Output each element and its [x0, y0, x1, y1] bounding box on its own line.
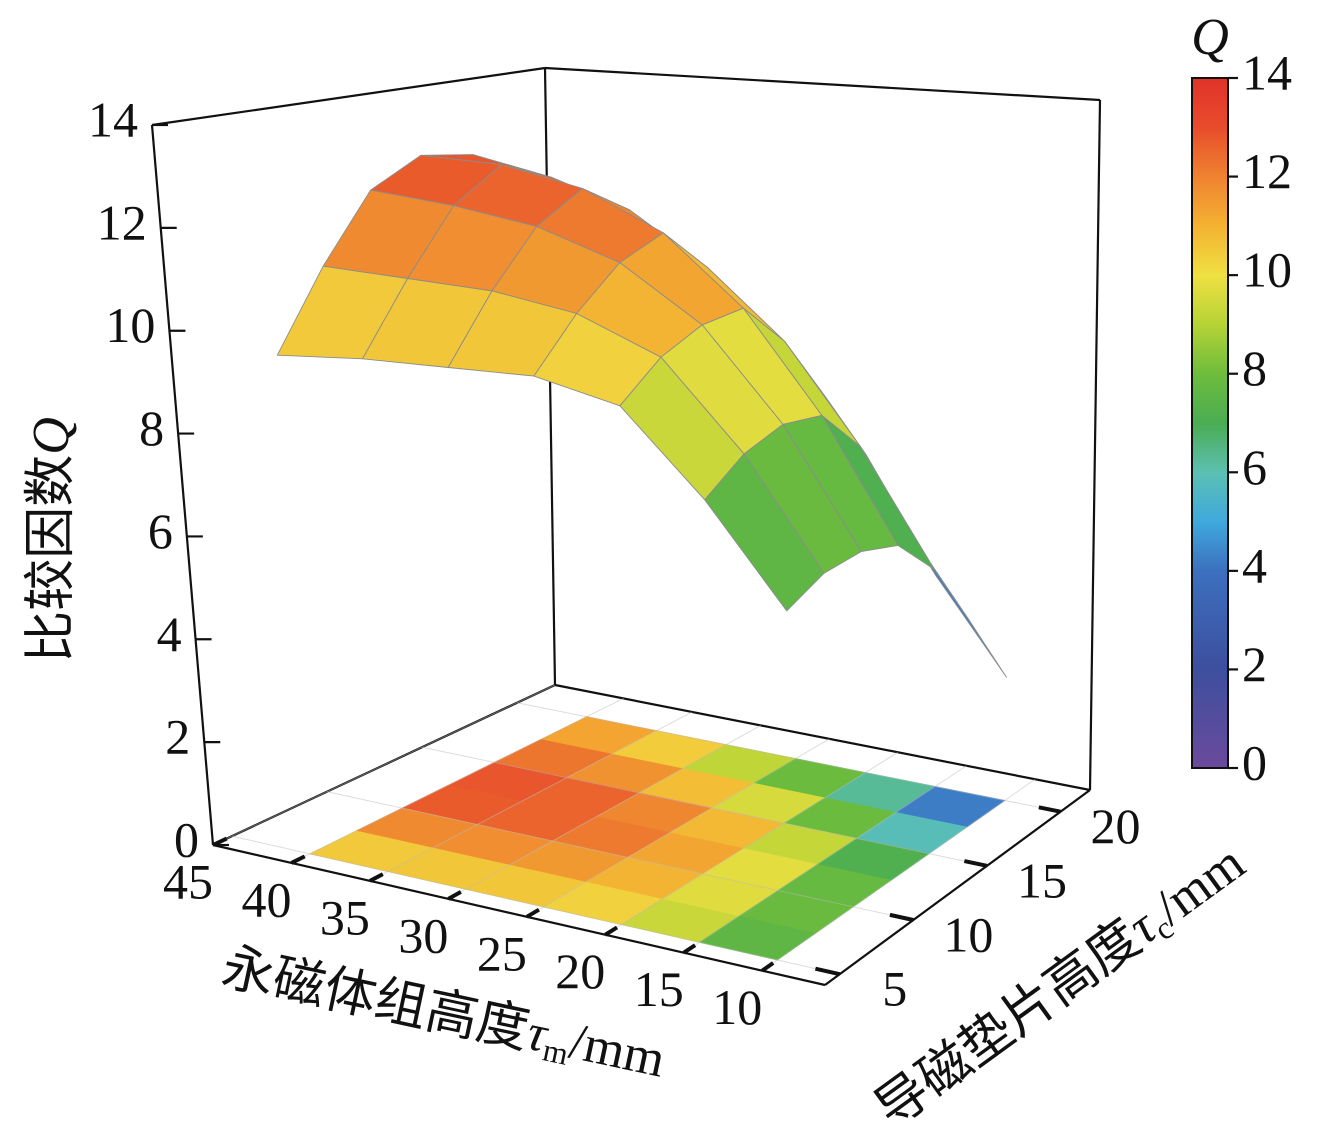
x-tick	[682, 943, 697, 955]
floor-grid	[421, 746, 988, 867]
floor-grid	[231, 835, 840, 975]
colorbar-title: Q	[1191, 9, 1229, 66]
x-title-unit: /mm	[565, 1013, 670, 1089]
z-tick-label: 2	[165, 709, 190, 765]
x-tick-label: 40	[241, 871, 291, 927]
x-tick-label: 15	[634, 961, 684, 1017]
floor-grid	[448, 724, 762, 900]
z-tick-label: 10	[105, 297, 155, 353]
floor-grid	[369, 711, 693, 882]
y-tick-label: 15	[1017, 852, 1067, 908]
x-tick-label: 35	[320, 889, 370, 945]
colorbar-tick-label: 4	[1242, 537, 1267, 593]
x-tick	[761, 961, 775, 973]
y-tick	[1038, 805, 1061, 814]
colorbar-tick-label: 8	[1242, 340, 1267, 396]
surface-cell	[704, 453, 825, 612]
z-tick-label: 6	[148, 503, 173, 559]
colorbar-tick-label: 14	[1242, 44, 1292, 100]
y-tick	[814, 966, 841, 977]
z-tick-label: 12	[97, 194, 147, 250]
x-tick	[212, 836, 228, 847]
floor-grid	[761, 778, 1036, 972]
x-tick	[604, 925, 619, 937]
colorbar-tick-label: 10	[1242, 242, 1292, 298]
plot: 0 2 4 6 8 10 12 14 45 40 35 30 25 20 15 10 5 10 15 20 0 2 4 6 8 1…	[88, 44, 1292, 1035]
floor-grid	[516, 702, 1061, 813]
z-tick-label: 14	[88, 91, 138, 147]
box-edge	[151, 66, 546, 127]
z-tick-label: 0	[174, 811, 199, 867]
x-tick-label: 45	[163, 853, 213, 909]
box-edge	[544, 66, 1101, 102]
box-edge	[554, 683, 1091, 792]
floor-grid	[212, 684, 556, 846]
box-edge	[150, 124, 215, 846]
floor-grid	[326, 791, 914, 921]
y-title-text: 导磁垫片高度	[865, 910, 1151, 1140]
y-tick	[963, 859, 988, 868]
floor-grid	[526, 738, 830, 918]
x-tick-label: 30	[398, 907, 448, 963]
y-tick-label: 20	[1091, 798, 1141, 854]
x-tick	[447, 890, 462, 901]
x-tick	[368, 872, 384, 883]
colorbar-tick-label: 0	[1242, 734, 1267, 790]
box-edge	[212, 843, 826, 987]
colorbar-tick-label: 12	[1242, 143, 1292, 199]
z-tick-label: 8	[139, 400, 164, 456]
y-tick	[889, 912, 914, 922]
floor-grid	[605, 751, 899, 936]
z-tick-label: 4	[157, 606, 182, 662]
x-tick-label: 20	[555, 943, 605, 999]
box-edge	[824, 789, 1091, 986]
y-tick-label: 10	[943, 906, 993, 962]
z-title-symbol: Q	[23, 417, 80, 455]
z-axis-title: 比较因数Q	[23, 417, 80, 663]
x-tick-label: 10	[712, 979, 762, 1035]
y-tick-label: 5	[882, 961, 907, 1017]
colorbar-tick-label: 6	[1242, 439, 1267, 495]
box-edge	[1088, 99, 1102, 791]
x-tick	[525, 907, 540, 919]
z-title-text: 比较因数	[23, 455, 80, 663]
x-tick	[290, 854, 306, 865]
floor-grid	[683, 765, 967, 954]
colorbar	[1191, 77, 1229, 769]
colorbar-tick-label: 2	[1242, 636, 1267, 692]
x-tick-label: 25	[477, 925, 527, 981]
floor-grid	[291, 698, 624, 864]
